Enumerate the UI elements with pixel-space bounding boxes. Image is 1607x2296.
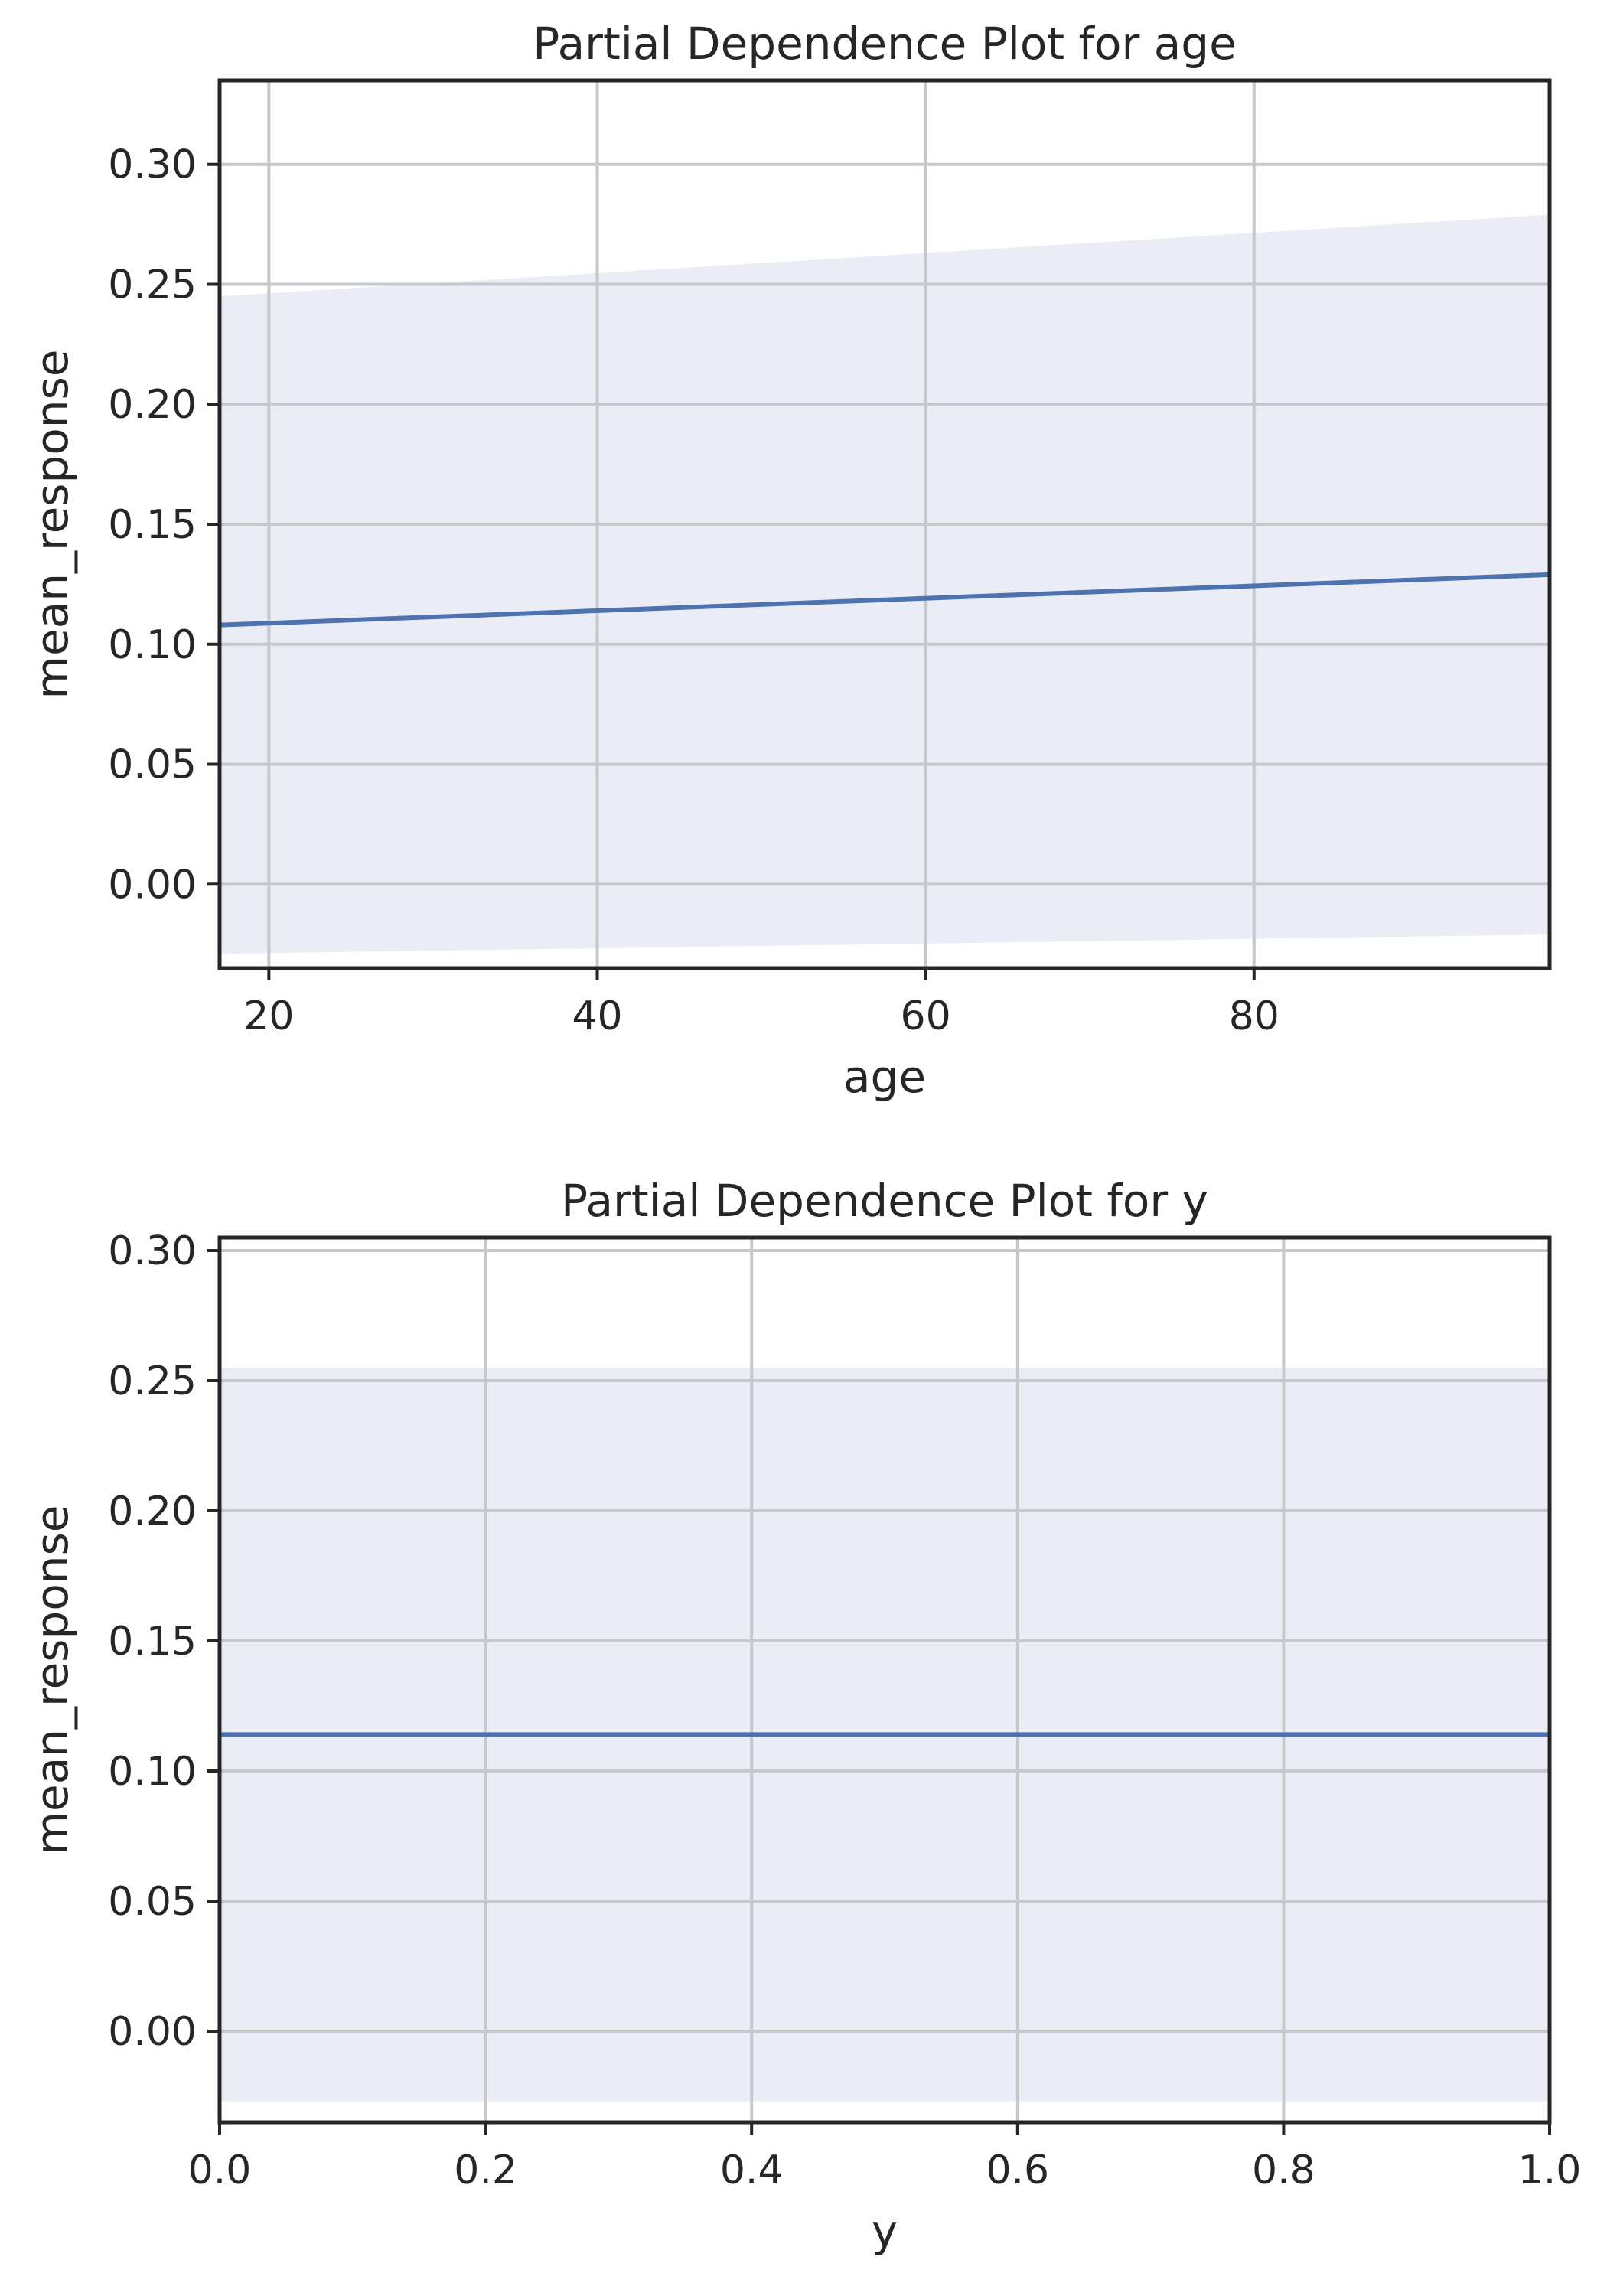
x-tick-label: 40	[572, 993, 622, 1039]
y-tick-label: 0.30	[108, 1228, 197, 1274]
x-tick-label: 0.0	[188, 2148, 252, 2193]
chart-panel-1: 0.00 0.05 0.10 0.15 0.20 0.25 0.30 20 40 60 80 Part…	[26, 18, 1552, 1103]
y-tick-label: 0.05	[108, 1879, 197, 1925]
mean-response-line	[220, 572, 1550, 628]
y-tick-label: 0.00	[108, 2009, 197, 2055]
y-tick-label: 0.20	[108, 382, 197, 428]
x-tick-label: 80	[1229, 993, 1279, 1039]
x-tick-label: 1.0	[1518, 2148, 1582, 2193]
chart-title: Partial Dependence Plot for y	[561, 1175, 1208, 1227]
y-tick-label: 0.30	[108, 142, 197, 188]
confidence-band	[220, 214, 1550, 954]
y-tick-label: 0.25	[108, 1358, 197, 1404]
y-tick-label: 0.10	[108, 622, 197, 668]
y-tick-label: 0.00	[108, 862, 197, 908]
x-tick-label: 0.8	[1252, 2148, 1315, 2193]
x-tick-label: 0.2	[454, 2148, 517, 2193]
y-tick-label: 0.05	[108, 742, 197, 788]
x-tick-label: 0.4	[720, 2148, 784, 2193]
y-tick-label: 0.15	[108, 502, 197, 548]
chart-title: Partial Dependence Plot for age	[533, 18, 1237, 70]
x-tick-label: 60	[901, 993, 951, 1039]
x-axis-label: y	[872, 2205, 898, 2257]
plot-area	[220, 1238, 1550, 2122]
x-tick-label: 0.6	[986, 2148, 1049, 2193]
y-tick-label: 0.15	[108, 1619, 197, 1665]
plot-area	[220, 80, 1550, 968]
y-axis-label: mean_response	[26, 350, 78, 700]
x-axis-label: age	[843, 1051, 926, 1103]
x-tick-label: 20	[243, 993, 294, 1039]
y-tick-label: 0.20	[108, 1489, 197, 1534]
y-tick-label: 0.10	[108, 1749, 197, 1795]
y-axis-label: mean_response	[26, 1505, 78, 1855]
chart-panel-2: 0.00 0.05 0.10 0.15 0.20 0.25 0.30 0.0 0.2 0.4 0.6…	[26, 1175, 1581, 2257]
axes-frame	[217, 1235, 1552, 2125]
y-tick-label: 0.25	[108, 262, 197, 308]
